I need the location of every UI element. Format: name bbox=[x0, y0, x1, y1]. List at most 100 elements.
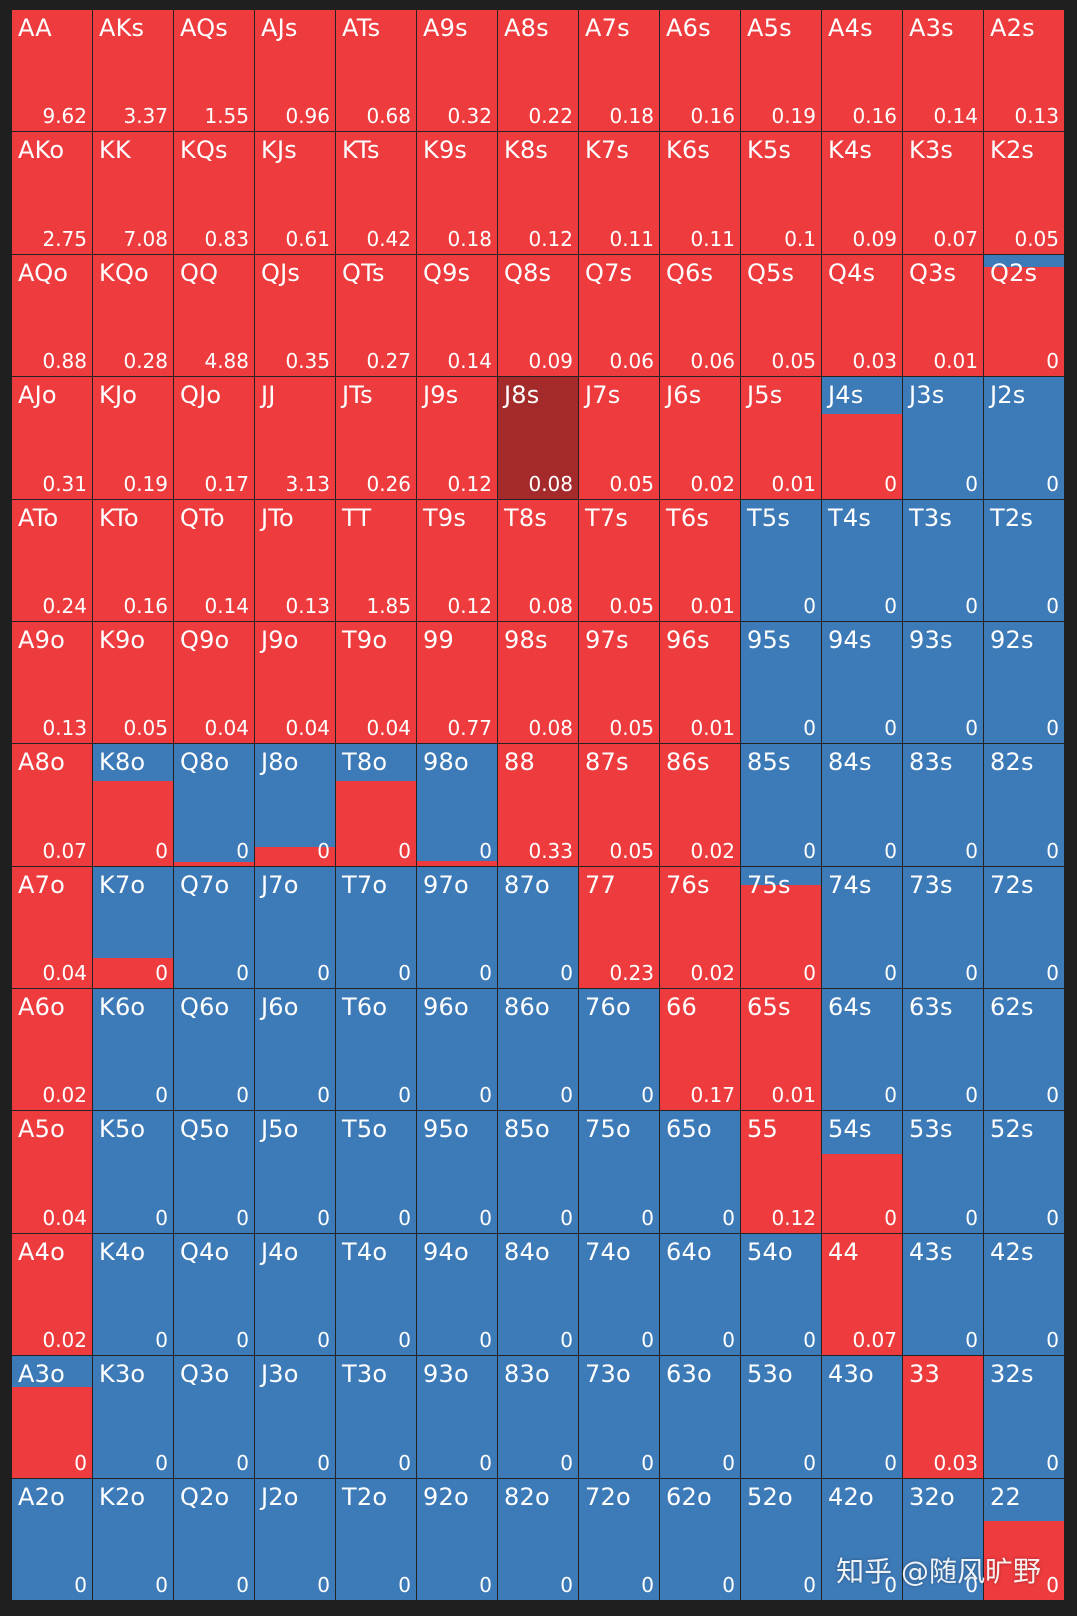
hand-cell-q9s[interactable]: Q9s 0.14 bbox=[417, 254, 497, 377]
hand-cell-q7s[interactable]: Q7s 0.06 bbox=[579, 254, 659, 377]
hand-cell-a2o[interactable]: A2o 0 bbox=[12, 1478, 92, 1600]
hand-cell-aa[interactable]: AA 9.62 bbox=[12, 10, 92, 132]
hand-cell-42o[interactable]: 42o 0 bbox=[822, 1478, 902, 1600]
hand-cell-a4o[interactable]: A4o 0.02 bbox=[12, 1233, 92, 1356]
hand-cell-k9s[interactable]: K9s 0.18 bbox=[417, 132, 497, 254]
hand-cell-k6o[interactable]: K6o 0 bbox=[93, 989, 173, 1111]
hand-cell-76s[interactable]: 76s 0.02 bbox=[660, 866, 740, 989]
hand-cell-k7o[interactable]: K7o 0 bbox=[93, 866, 173, 989]
hand-cell-53s[interactable]: 53s 0 bbox=[903, 1111, 983, 1233]
hand-cell-a8o[interactable]: A8o 0.07 bbox=[12, 744, 92, 866]
hand-cell-qq[interactable]: QQ 4.88 bbox=[174, 254, 254, 377]
hand-cell-t7o[interactable]: T7o 0 bbox=[336, 866, 416, 989]
hand-cell-ats[interactable]: ATs 0.68 bbox=[336, 10, 416, 132]
hand-cell-87s[interactable]: 87s 0.05 bbox=[579, 744, 659, 866]
hand-cell-88[interactable]: 88 0.33 bbox=[498, 744, 578, 866]
hand-cell-j6o[interactable]: J6o 0 bbox=[255, 989, 335, 1111]
hand-cell-84o[interactable]: 84o 0 bbox=[498, 1233, 578, 1356]
hand-cell-aqs[interactable]: AQs 1.55 bbox=[174, 10, 254, 132]
hand-cell-43s[interactable]: 43s 0 bbox=[903, 1233, 983, 1356]
hand-cell-j9s[interactable]: J9s 0.12 bbox=[417, 377, 497, 499]
hand-cell-j8s[interactable]: J8s 0.08 bbox=[498, 377, 578, 499]
hand-cell-t4s[interactable]: T4s 0 bbox=[822, 499, 902, 621]
hand-cell-k2s[interactable]: K2s 0.05 bbox=[984, 132, 1064, 254]
hand-cell-t6o[interactable]: T6o 0 bbox=[336, 989, 416, 1111]
hand-cell-77[interactable]: 77 0.23 bbox=[579, 866, 659, 989]
hand-cell-aqo[interactable]: AQo 0.88 bbox=[12, 254, 92, 377]
hand-cell-q4s[interactable]: Q4s 0.03 bbox=[822, 254, 902, 377]
hand-cell-k6s[interactable]: K6s 0.11 bbox=[660, 132, 740, 254]
hand-cell-92o[interactable]: 92o 0 bbox=[417, 1478, 497, 1600]
hand-cell-a6o[interactable]: A6o 0.02 bbox=[12, 989, 92, 1111]
hand-cell-q8s[interactable]: Q8s 0.09 bbox=[498, 254, 578, 377]
hand-cell-j6s[interactable]: J6s 0.02 bbox=[660, 377, 740, 499]
hand-cell-kjs[interactable]: KJs 0.61 bbox=[255, 132, 335, 254]
hand-cell-t5s[interactable]: T5s 0 bbox=[741, 499, 821, 621]
hand-cell-52s[interactable]: 52s 0 bbox=[984, 1111, 1064, 1233]
hand-cell-a4s[interactable]: A4s 0.16 bbox=[822, 10, 902, 132]
hand-cell-j4s[interactable]: J4s 0 bbox=[822, 377, 902, 499]
hand-cell-t4o[interactable]: T4o 0 bbox=[336, 1233, 416, 1356]
hand-cell-65o[interactable]: 65o 0 bbox=[660, 1111, 740, 1233]
hand-cell-k4o[interactable]: K4o 0 bbox=[93, 1233, 173, 1356]
hand-cell-jts[interactable]: JTs 0.26 bbox=[336, 377, 416, 499]
hand-cell-q3o[interactable]: Q3o 0 bbox=[174, 1356, 254, 1478]
hand-cell-33[interactable]: 33 0.03 bbox=[903, 1356, 983, 1478]
hand-cell-tt[interactable]: TT 1.85 bbox=[336, 499, 416, 621]
hand-cell-93s[interactable]: 93s 0 bbox=[903, 621, 983, 744]
hand-cell-t3o[interactable]: T3o 0 bbox=[336, 1356, 416, 1478]
hand-cell-k9o[interactable]: K9o 0.05 bbox=[93, 621, 173, 744]
hand-cell-96o[interactable]: 96o 0 bbox=[417, 989, 497, 1111]
hand-cell-55[interactable]: 55 0.12 bbox=[741, 1111, 821, 1233]
hand-cell-97s[interactable]: 97s 0.05 bbox=[579, 621, 659, 744]
hand-cell-k8s[interactable]: K8s 0.12 bbox=[498, 132, 578, 254]
hand-cell-q5s[interactable]: Q5s 0.05 bbox=[741, 254, 821, 377]
hand-cell-j9o[interactable]: J9o 0.04 bbox=[255, 621, 335, 744]
hand-cell-j5s[interactable]: J5s 0.01 bbox=[741, 377, 821, 499]
hand-cell-q2o[interactable]: Q2o 0 bbox=[174, 1478, 254, 1600]
hand-cell-k3o[interactable]: K3o 0 bbox=[93, 1356, 173, 1478]
hand-cell-j2s[interactable]: J2s 0 bbox=[984, 377, 1064, 499]
hand-cell-q8o[interactable]: Q8o 0 bbox=[174, 744, 254, 866]
hand-cell-a2s[interactable]: A2s 0.13 bbox=[984, 10, 1064, 132]
hand-cell-62s[interactable]: 62s 0 bbox=[984, 989, 1064, 1111]
hand-cell-a5o[interactable]: A5o 0.04 bbox=[12, 1111, 92, 1233]
hand-cell-a8s[interactable]: A8s 0.22 bbox=[498, 10, 578, 132]
hand-cell-kto[interactable]: KTo 0.16 bbox=[93, 499, 173, 621]
hand-cell-94s[interactable]: 94s 0 bbox=[822, 621, 902, 744]
hand-cell-99[interactable]: 99 0.77 bbox=[417, 621, 497, 744]
hand-cell-t8s[interactable]: T8s 0.08 bbox=[498, 499, 578, 621]
hand-cell-74o[interactable]: 74o 0 bbox=[579, 1233, 659, 1356]
hand-cell-83s[interactable]: 83s 0 bbox=[903, 744, 983, 866]
hand-cell-a7o[interactable]: A7o 0.04 bbox=[12, 866, 92, 989]
hand-cell-q4o[interactable]: Q4o 0 bbox=[174, 1233, 254, 1356]
hand-cell-52o[interactable]: 52o 0 bbox=[741, 1478, 821, 1600]
hand-cell-66[interactable]: 66 0.17 bbox=[660, 989, 740, 1111]
hand-cell-t8o[interactable]: T8o 0 bbox=[336, 744, 416, 866]
hand-cell-t2s[interactable]: T2s 0 bbox=[984, 499, 1064, 621]
hand-cell-qjo[interactable]: QJo 0.17 bbox=[174, 377, 254, 499]
hand-cell-74s[interactable]: 74s 0 bbox=[822, 866, 902, 989]
hand-cell-96s[interactable]: 96s 0.01 bbox=[660, 621, 740, 744]
hand-cell-72s[interactable]: 72s 0 bbox=[984, 866, 1064, 989]
hand-cell-q2s[interactable]: Q2s 0 bbox=[984, 254, 1064, 377]
hand-cell-94o[interactable]: 94o 0 bbox=[417, 1233, 497, 1356]
hand-cell-ajs[interactable]: AJs 0.96 bbox=[255, 10, 335, 132]
hand-cell-t5o[interactable]: T5o 0 bbox=[336, 1111, 416, 1233]
hand-cell-42s[interactable]: 42s 0 bbox=[984, 1233, 1064, 1356]
hand-cell-86o[interactable]: 86o 0 bbox=[498, 989, 578, 1111]
hand-cell-ajo[interactable]: AJo 0.31 bbox=[12, 377, 92, 499]
hand-cell-85o[interactable]: 85o 0 bbox=[498, 1111, 578, 1233]
hand-cell-t6s[interactable]: T6s 0.01 bbox=[660, 499, 740, 621]
hand-cell-a7s[interactable]: A7s 0.18 bbox=[579, 10, 659, 132]
hand-cell-72o[interactable]: 72o 0 bbox=[579, 1478, 659, 1600]
hand-cell-84s[interactable]: 84s 0 bbox=[822, 744, 902, 866]
hand-cell-a9o[interactable]: A9o 0.13 bbox=[12, 621, 92, 744]
hand-cell-95s[interactable]: 95s 0 bbox=[741, 621, 821, 744]
hand-cell-86s[interactable]: 86s 0.02 bbox=[660, 744, 740, 866]
hand-cell-k4s[interactable]: K4s 0.09 bbox=[822, 132, 902, 254]
hand-cell-k8o[interactable]: K8o 0 bbox=[93, 744, 173, 866]
hand-cell-62o[interactable]: 62o 0 bbox=[660, 1478, 740, 1600]
hand-cell-k5s[interactable]: K5s 0.1 bbox=[741, 132, 821, 254]
hand-cell-j7o[interactable]: J7o 0 bbox=[255, 866, 335, 989]
